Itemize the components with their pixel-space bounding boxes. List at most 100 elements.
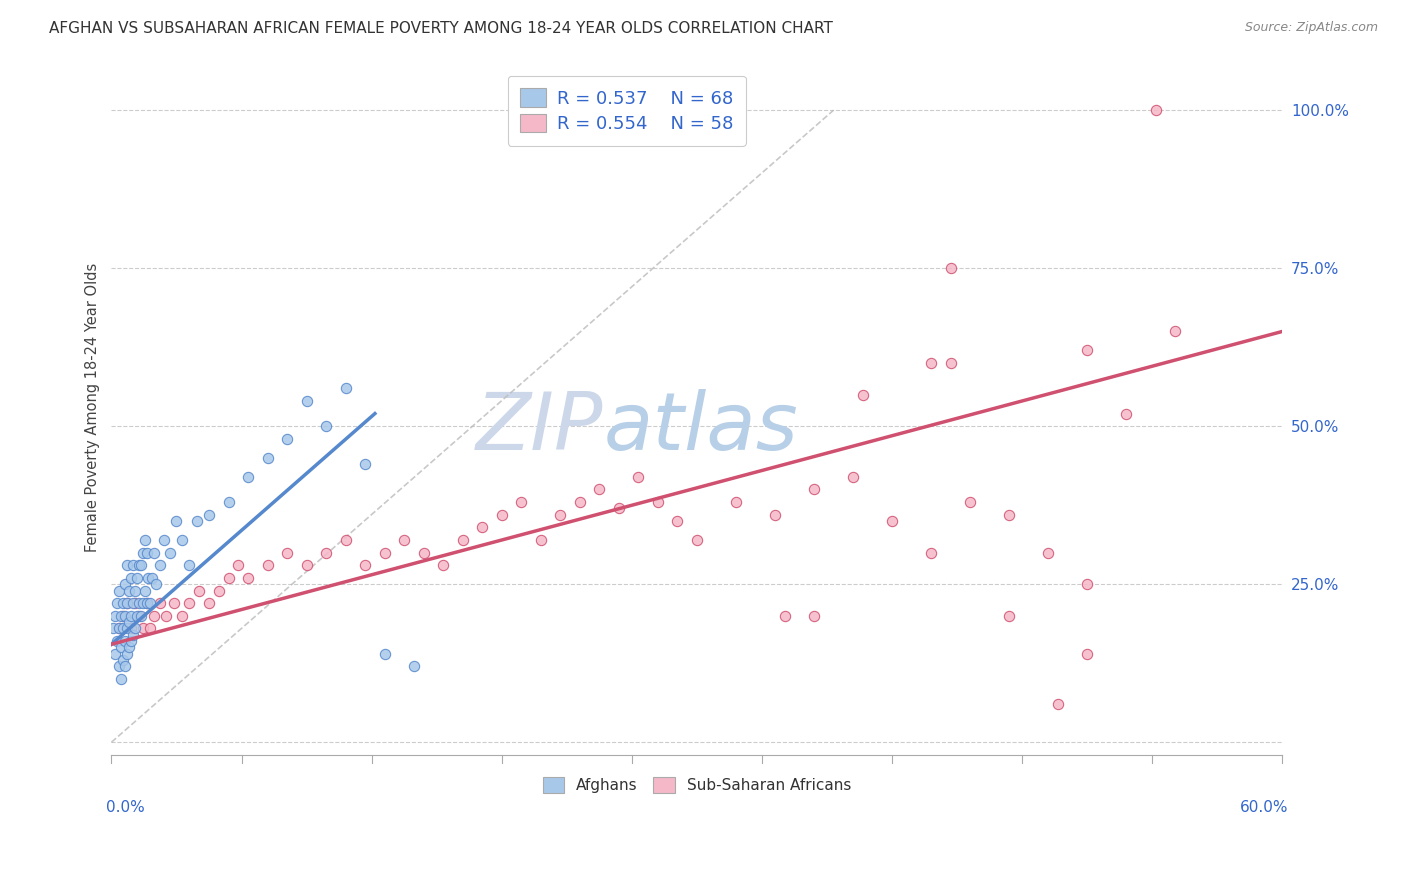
Point xyxy=(374,546,396,560)
Point xyxy=(115,622,138,636)
Point xyxy=(842,470,865,484)
Point xyxy=(803,608,825,623)
Point xyxy=(510,495,533,509)
Point xyxy=(998,508,1021,522)
Point xyxy=(143,546,166,560)
Point xyxy=(354,457,377,471)
Text: atlas: atlas xyxy=(603,389,799,467)
Point xyxy=(1047,698,1070,712)
Point xyxy=(226,558,249,573)
Point xyxy=(186,514,208,528)
Point xyxy=(115,596,138,610)
Point xyxy=(803,483,825,497)
Point xyxy=(115,558,138,573)
Point xyxy=(128,596,150,610)
Point xyxy=(163,596,186,610)
Point xyxy=(120,622,142,636)
Point xyxy=(105,596,128,610)
Point xyxy=(114,608,136,623)
Point xyxy=(135,546,157,560)
Point xyxy=(108,622,131,636)
Point xyxy=(125,608,148,623)
Point xyxy=(115,596,138,610)
Point xyxy=(105,634,128,648)
Point xyxy=(110,672,132,686)
Point xyxy=(112,596,135,610)
Point xyxy=(118,640,141,655)
Point xyxy=(451,533,474,547)
Point xyxy=(108,659,131,673)
Point xyxy=(128,558,150,573)
Point xyxy=(103,622,125,636)
Point xyxy=(112,622,135,636)
Point xyxy=(354,558,377,573)
Point xyxy=(276,432,298,446)
Point xyxy=(392,533,415,547)
Point xyxy=(188,583,211,598)
Point xyxy=(139,596,162,610)
Point xyxy=(124,622,146,636)
Point xyxy=(1164,325,1187,339)
Point xyxy=(236,470,259,484)
Point xyxy=(374,647,396,661)
Point xyxy=(959,495,981,509)
Point xyxy=(104,647,127,661)
Point xyxy=(124,596,146,610)
Point xyxy=(315,419,337,434)
Point xyxy=(1038,546,1060,560)
Point xyxy=(335,381,357,395)
Point xyxy=(122,596,145,610)
Point xyxy=(115,647,138,661)
Point xyxy=(852,387,875,401)
Point xyxy=(432,558,454,573)
Point xyxy=(1144,103,1167,118)
Text: 0.0%: 0.0% xyxy=(105,800,145,815)
Point xyxy=(149,558,172,573)
Point xyxy=(131,596,153,610)
Point xyxy=(118,583,141,598)
Point xyxy=(939,261,962,276)
Text: Source: ZipAtlas.com: Source: ZipAtlas.com xyxy=(1244,21,1378,34)
Point xyxy=(179,596,201,610)
Point xyxy=(1076,577,1098,591)
Point xyxy=(108,583,131,598)
Point xyxy=(1076,343,1098,358)
Point xyxy=(920,546,942,560)
Point xyxy=(110,640,132,655)
Point xyxy=(198,508,221,522)
Point xyxy=(568,495,591,509)
Text: 60.0%: 60.0% xyxy=(1240,800,1288,815)
Point xyxy=(686,533,709,547)
Point xyxy=(120,571,142,585)
Point xyxy=(170,608,193,623)
Point xyxy=(666,514,689,528)
Point xyxy=(256,558,278,573)
Point xyxy=(139,622,162,636)
Point xyxy=(588,483,610,497)
Point xyxy=(530,533,553,547)
Point xyxy=(208,583,231,598)
Point xyxy=(114,659,136,673)
Point xyxy=(122,558,145,573)
Point xyxy=(108,622,131,636)
Point xyxy=(295,393,318,408)
Point xyxy=(627,470,650,484)
Point xyxy=(120,634,142,648)
Point xyxy=(110,608,132,623)
Point xyxy=(131,546,153,560)
Point xyxy=(131,622,153,636)
Point xyxy=(179,558,201,573)
Point xyxy=(129,608,152,623)
Point xyxy=(104,608,127,623)
Point xyxy=(125,571,148,585)
Point xyxy=(920,356,942,370)
Point xyxy=(315,546,337,560)
Point xyxy=(647,495,669,509)
Point xyxy=(607,501,630,516)
Point xyxy=(295,558,318,573)
Point xyxy=(129,558,152,573)
Point xyxy=(491,508,513,522)
Point xyxy=(155,608,177,623)
Point xyxy=(276,546,298,560)
Point xyxy=(124,583,146,598)
